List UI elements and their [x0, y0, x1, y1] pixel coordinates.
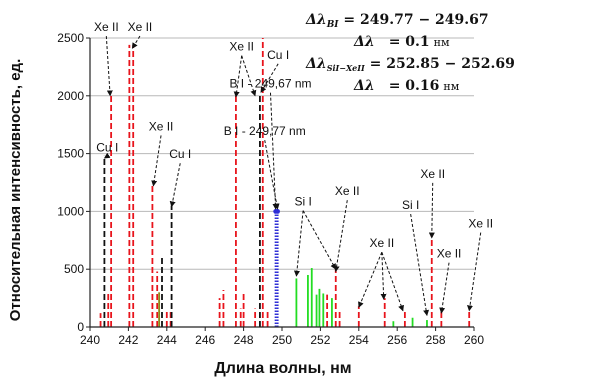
spectral-lines: [99, 38, 471, 327]
annotation-label: Si I: [294, 195, 311, 209]
annotation-arrow: [428, 182, 435, 239]
formula-unit: нм: [434, 36, 450, 49]
annotation-label: Xe II: [94, 20, 119, 34]
annotation-label: B I - 249,77 nm: [224, 124, 306, 138]
formula-value: = 0.16: [389, 78, 440, 94]
y-tick-label: 1500: [57, 147, 84, 161]
formula-unit: нм: [443, 80, 459, 93]
formula-line-2: Δλ = 0.1 нм: [353, 34, 450, 50]
annotation-label: Xe II: [229, 40, 254, 54]
annotation-arrow: [105, 36, 113, 97]
y-axis-label: Относительная интенсивность, ед.: [7, 59, 24, 321]
spectral-line-peak-marker: [275, 209, 280, 214]
y-tick-label: 500: [64, 262, 84, 276]
annotation-labels: Xe II Xe II Cu I Xe II Cu I Xe II Cu I B I - 24…: [94, 20, 493, 261]
annotation-arrow: [103, 152, 111, 159]
annotation-arrow: [381, 252, 404, 312]
annotation-arrow: [151, 135, 162, 187]
x-tick-label: 248: [234, 333, 254, 347]
axes: 0 500 1000 1500 2000 2500 240 242 244 246 248 250 25…: [57, 31, 484, 347]
annotation-label: Xe II: [437, 247, 462, 261]
x-tick-label: 258: [426, 333, 446, 347]
annotation-arrow: [358, 252, 383, 308]
annotation-arrow: [410, 214, 430, 317]
formula-line-3: ΔλSiI−XeII = 252.85 − 252.69: [305, 56, 515, 73]
annotation-arrow: [264, 140, 280, 210]
annotation-arrow: [241, 55, 257, 97]
annotation-label: Xe II: [335, 184, 360, 198]
x-tick-label: 254: [349, 333, 369, 347]
x-tick-label: 246: [195, 333, 215, 347]
annotation-arrow: [380, 252, 387, 300]
annotation-label: Cu I: [267, 48, 289, 62]
gridlines: [90, 37, 474, 270]
annotation-arrow: [169, 163, 181, 208]
annotation-arrow: [467, 232, 482, 312]
annotation-arrow: [302, 210, 337, 270]
formula-line-4: Δλ = 0.16 нм: [353, 78, 460, 94]
annotation-label: Cu I: [96, 140, 118, 154]
formula-delta-lambda: Δλ: [353, 34, 375, 50]
formula-subscript: SiI−XeII: [327, 63, 365, 73]
annotation-arrow: [439, 262, 450, 314]
y-tick-label: 2500: [57, 31, 84, 45]
x-tick-label: 252: [310, 333, 330, 347]
formula-delta-lambda: Δλ: [305, 12, 327, 28]
annotation-label: Xe II: [468, 217, 493, 231]
x-tick-label: 260: [464, 333, 484, 347]
annotation-label: Xe II: [128, 20, 153, 34]
formula-delta-lambda: Δλ: [353, 78, 375, 94]
formula-expression: = 249.77 − 249.67: [339, 12, 489, 28]
formula-subscript: BI: [326, 20, 340, 30]
annotation-arrow: [131, 35, 141, 49]
annotation-label: Si I: [402, 198, 419, 212]
x-tick-label: 256: [387, 333, 407, 347]
formula-value: = 0.1: [389, 34, 430, 50]
annotation-arrows: [103, 35, 482, 317]
annotation-arrow: [269, 92, 279, 210]
x-axis-label: Длина волны, нм: [214, 360, 351, 377]
x-tick-label: 244: [157, 333, 177, 347]
x-tick-label: 240: [80, 333, 100, 347]
y-tick-label: 2000: [57, 89, 84, 103]
formula-block: ΔλBI = 249.77 − 249.67 Δλ = 0.1 нм ΔλSiI−X…: [305, 12, 515, 94]
formula-delta-lambda: Δλ: [305, 56, 327, 72]
annotation-label: Cu I: [169, 147, 191, 161]
annotation-label: Xe II: [420, 167, 445, 181]
formula-expression: = 252.85 − 252.69: [365, 56, 515, 72]
annotation-arrow: [233, 55, 243, 98]
y-tick-label: 1000: [57, 204, 84, 218]
annotation-label: Xe II: [149, 119, 174, 133]
y-tick-label: 0: [77, 320, 84, 334]
annotation-arrow: [293, 210, 304, 277]
annotation-label: Xe II: [369, 236, 394, 250]
x-tick-label: 250: [272, 333, 292, 347]
x-tick-label: 242: [118, 333, 138, 347]
annotation-label: B I - 249,67 nm: [229, 77, 311, 91]
formula-line-1: ΔλBI = 249.77 − 249.67: [305, 12, 489, 30]
annotation-arrow: [260, 63, 279, 93]
annotation-arrow: [333, 200, 348, 273]
